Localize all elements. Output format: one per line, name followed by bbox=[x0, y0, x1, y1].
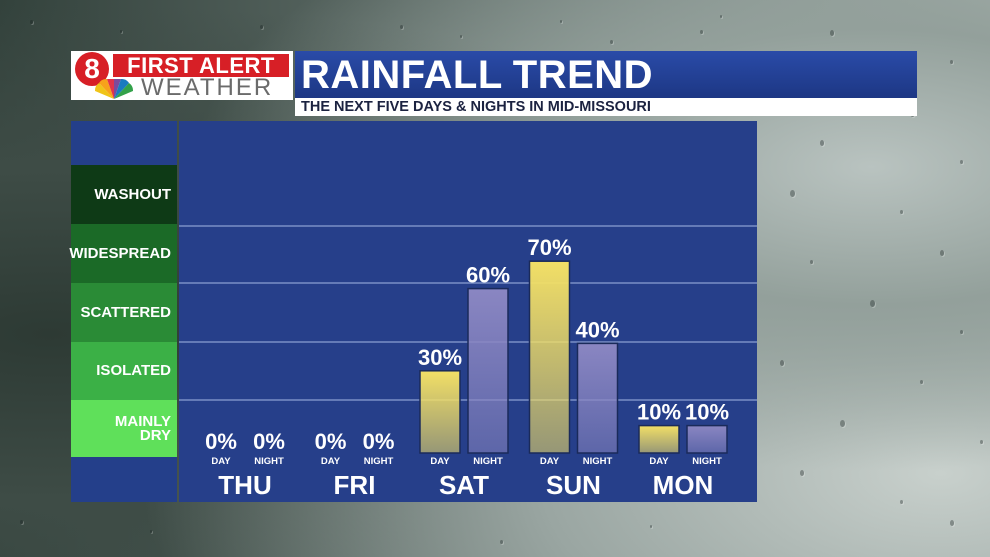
water-droplet bbox=[700, 30, 703, 35]
value-label: 0% bbox=[363, 429, 395, 454]
day-label-thu: THU bbox=[218, 470, 271, 500]
water-droplet bbox=[20, 520, 23, 525]
series-label-day: DAY bbox=[540, 456, 560, 467]
water-droplet bbox=[460, 35, 462, 38]
value-label: 70% bbox=[527, 235, 571, 260]
value-label: 0% bbox=[315, 429, 347, 454]
series-label-day: DAY bbox=[321, 456, 341, 467]
value-label: 60% bbox=[466, 263, 510, 288]
title-bold: RAINFALL bbox=[301, 53, 503, 97]
water-droplet bbox=[260, 25, 263, 30]
title-light: TREND bbox=[512, 53, 654, 97]
series-label-night: NIGHT bbox=[254, 456, 284, 467]
water-droplet bbox=[720, 15, 722, 18]
water-droplet bbox=[560, 20, 562, 23]
water-droplet bbox=[960, 330, 963, 335]
water-droplet bbox=[830, 30, 834, 36]
series-label-day: DAY bbox=[649, 456, 669, 467]
water-droplet bbox=[810, 260, 813, 265]
bar-day-sun bbox=[528, 260, 571, 454]
series-label-night: NIGHT bbox=[583, 456, 613, 467]
bar-day-sat bbox=[419, 370, 461, 454]
intensity-scale: WASHOUT WIDESPREAD SCATTERED ISOLATED MA… bbox=[69, 121, 177, 502]
bar-night-mon bbox=[686, 424, 728, 454]
series-label-night: NIGHT bbox=[692, 456, 722, 467]
water-droplet bbox=[820, 140, 824, 146]
day-label-fri: FRI bbox=[334, 470, 376, 500]
water-droplet bbox=[920, 380, 923, 385]
station-logo: 8 FIRST ALERT WEATHER bbox=[71, 51, 293, 100]
water-droplet bbox=[610, 40, 613, 45]
series-label-night: NIGHT bbox=[364, 456, 394, 467]
day-label-mon: MON bbox=[653, 470, 714, 500]
rainfall-chart: 0% DAY 0% NIGHT THU 0% DAY 0% NIGHT FRI 30% DAY 60% N… bbox=[179, 121, 757, 502]
weather-label: WEATHER bbox=[141, 74, 274, 101]
first-alert-label: FIRST ALERT bbox=[113, 54, 289, 77]
subtitle-bar: THE NEXT FIVE DAYS & NIGHTS IN MID-MISSO… bbox=[295, 98, 917, 116]
scale-scattered: SCATTERED bbox=[71, 283, 177, 342]
scale-widespread: WIDESPREAD bbox=[69, 224, 177, 283]
water-droplet bbox=[980, 440, 983, 445]
scale-washout: WASHOUT bbox=[71, 165, 177, 224]
water-droplet bbox=[120, 30, 122, 33]
water-droplet bbox=[30, 20, 33, 25]
water-droplet bbox=[950, 60, 953, 65]
value-label: 10% bbox=[637, 400, 681, 425]
scale-mainly-dry: MAINLY DRY bbox=[71, 400, 177, 457]
title-banner: RAINFALL TREND bbox=[295, 51, 917, 98]
day-label-sun: SUN bbox=[546, 470, 601, 500]
value-label: 10% bbox=[685, 400, 729, 425]
water-droplet bbox=[950, 520, 954, 526]
water-droplet bbox=[400, 25, 403, 30]
water-droplet bbox=[150, 530, 152, 533]
series-label-night: NIGHT bbox=[473, 456, 503, 467]
water-droplet bbox=[500, 540, 503, 545]
page-title: RAINFALL TREND bbox=[301, 53, 653, 97]
series-label-day: DAY bbox=[430, 456, 450, 467]
value-label: 0% bbox=[205, 429, 237, 454]
chart-svg: 0% DAY 0% NIGHT THU 0% DAY 0% NIGHT FRI 30% DAY 60% N… bbox=[179, 225, 757, 500]
value-label: 40% bbox=[575, 317, 619, 342]
water-droplet bbox=[900, 500, 903, 505]
water-droplet bbox=[870, 300, 875, 307]
water-droplet bbox=[900, 210, 903, 215]
peacock-icon bbox=[94, 79, 134, 99]
water-droplet bbox=[650, 525, 652, 528]
bar-night-sat bbox=[467, 287, 509, 454]
bar-night-sun bbox=[576, 342, 619, 454]
bar-day-mon bbox=[638, 424, 680, 454]
value-label: 30% bbox=[418, 345, 462, 370]
water-droplet bbox=[780, 360, 784, 366]
subtitle: THE NEXT FIVE DAYS & NIGHTS IN MID-MISSO… bbox=[301, 99, 651, 115]
series-label-day: DAY bbox=[211, 456, 231, 467]
scale-isolated: ISOLATED bbox=[71, 342, 177, 400]
water-droplet bbox=[840, 420, 845, 427]
water-droplet bbox=[960, 160, 963, 165]
day-label-sat: SAT bbox=[439, 470, 489, 500]
water-droplet bbox=[800, 470, 804, 476]
water-droplet bbox=[940, 250, 944, 256]
value-label: 0% bbox=[253, 429, 285, 454]
water-droplet bbox=[790, 190, 795, 197]
